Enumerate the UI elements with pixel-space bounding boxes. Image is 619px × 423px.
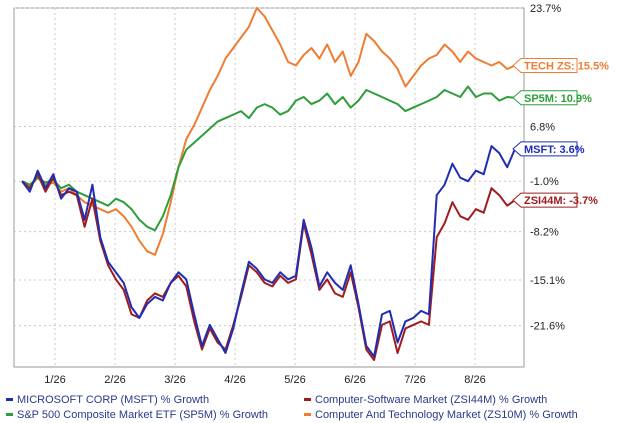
legend-row: S&P 500 Composite Market ETF (SP5M) % Gr… [6, 407, 616, 422]
legend-item-zsi44m: Computer-Software Market (ZSI44M) % Grow… [304, 394, 594, 406]
legend: MICROSOFT CORP (MSFT) % Growth Computer-… [6, 392, 616, 422]
x-tick-label: 2/26 [104, 374, 125, 386]
series-line-2 [21, 85, 516, 232]
end-flag-box [512, 57, 578, 73]
end-flag-label: ZSI44M: -3.7% [524, 195, 598, 207]
x-tick-label: 5/26 [284, 374, 305, 386]
legend-swatch-zsi44m [304, 398, 311, 401]
end-flag-2: SP5M: 10.9% [512, 90, 592, 106]
y-tick-label: 23.7% [530, 3, 561, 15]
legend-item-sp5m: S&P 500 Composite Market ETF (SP5M) % Gr… [6, 409, 296, 421]
legend-label-msft: MICROSOFT CORP (MSFT) % Growth [17, 393, 210, 406]
end-flag-box [512, 192, 578, 208]
legend-item-zs10m: Computer And Technology Market (ZS10M) %… [304, 409, 594, 421]
legend-swatch-msft [6, 398, 13, 401]
legend-label-sp5m: S&P 500 Composite Market ETF (SP5M) % Gr… [17, 408, 269, 421]
legend-label-zs10m: Computer And Technology Market (ZS10M) %… [315, 408, 578, 421]
y-tick-label: -8.2% [530, 227, 559, 239]
end-flag-1: ZSI44M: -3.7% [512, 192, 598, 208]
x-tick-label: 4/26 [224, 374, 245, 386]
legend-swatch-zs10m [304, 413, 311, 416]
end-flag-label: SP5M: 10.9% [524, 93, 592, 105]
legend-swatch-sp5m [6, 413, 13, 416]
legend-label-zsi44m: Computer-Software Market (ZSI44M) % Grow… [315, 393, 548, 406]
legend-item-msft: MICROSOFT CORP (MSFT) % Growth [6, 394, 296, 406]
end-flag-3: TECH ZS: 15.5% [512, 57, 609, 73]
x-tick-label: 8/26 [464, 374, 485, 386]
y-tick-label: 6.8% [530, 121, 555, 133]
series-line-3 [21, 7, 516, 256]
end-flag-label: TECH ZS: 15.5% [524, 60, 609, 72]
end-flag-box [512, 141, 578, 157]
end-flag-label: MSFT: 3.6% [524, 144, 585, 156]
x-tick-label: 6/26 [344, 374, 365, 386]
series-line-1 [21, 173, 516, 361]
x-tick-label: 1/26 [44, 374, 65, 386]
series-line-0 [21, 145, 516, 358]
end-flag-box [512, 90, 578, 106]
y-tick-label: -1.0% [530, 176, 559, 188]
y-tick-label: -21.6% [530, 321, 565, 333]
x-tick-label: 7/26 [404, 374, 425, 386]
plot-area [13, 7, 525, 368]
x-tick-label: 3/26 [164, 374, 185, 386]
legend-row: MICROSOFT CORP (MSFT) % Growth Computer-… [6, 392, 616, 407]
end-flag-0: MSFT: 3.6% [512, 141, 585, 157]
y-tick-label: -15.1% [530, 275, 565, 287]
